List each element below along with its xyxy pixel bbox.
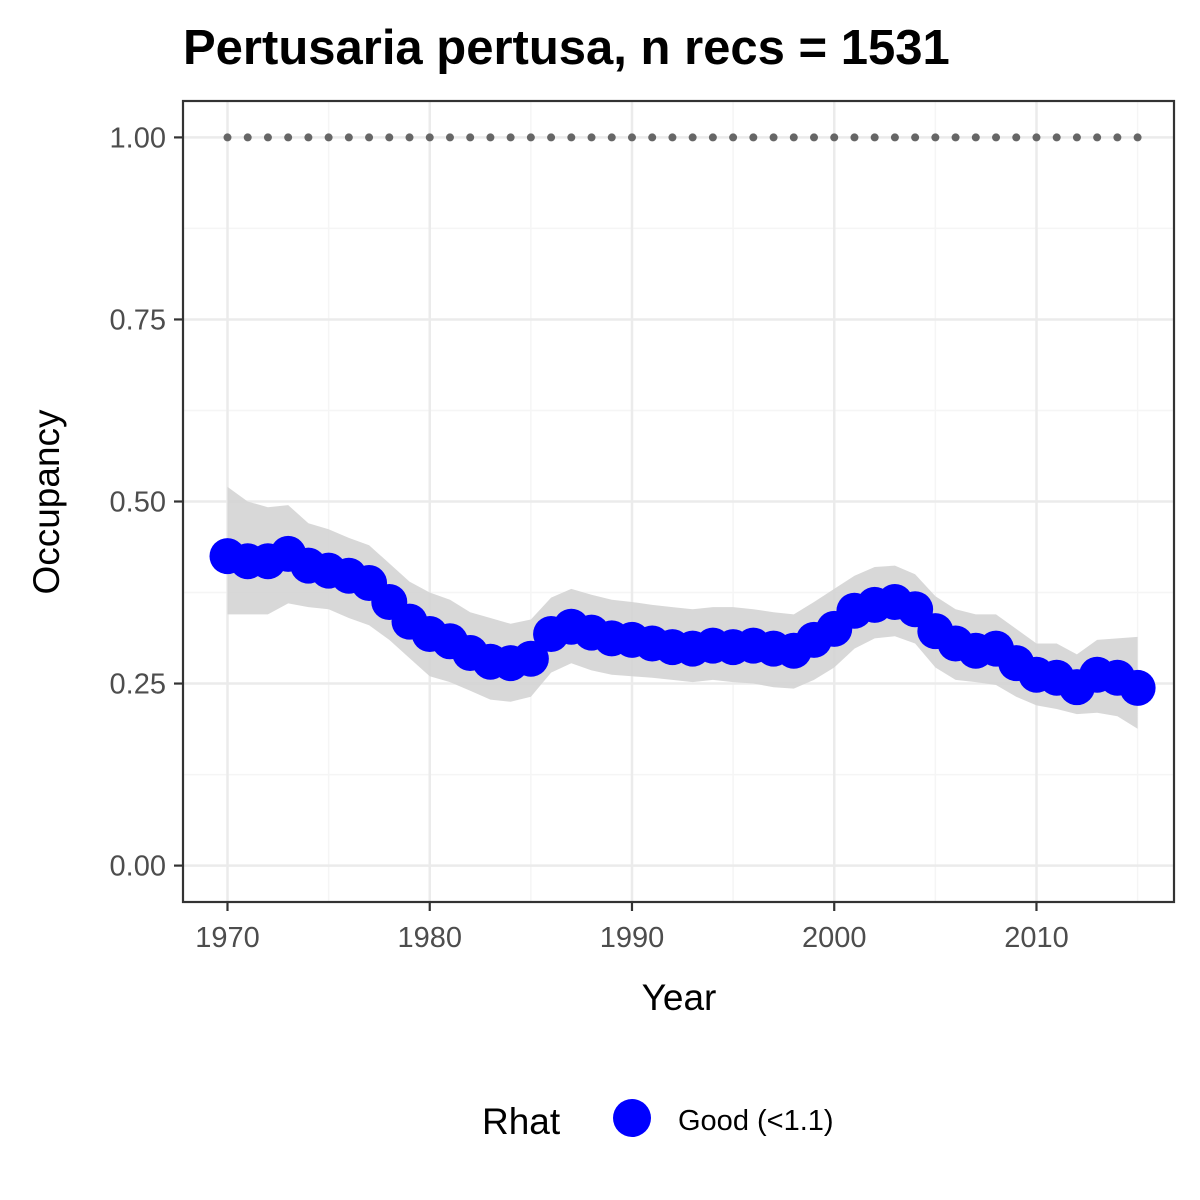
reference-dot xyxy=(223,133,232,142)
reference-dot xyxy=(607,133,616,142)
reference-dot xyxy=(324,133,333,142)
reference-dot xyxy=(992,133,1001,142)
reference-dot xyxy=(648,133,657,142)
reference-dot xyxy=(1113,133,1122,142)
chart-title: Pertusaria pertusa, n recs = 1531 xyxy=(183,21,950,75)
y-tick-label: 0.25 xyxy=(110,669,166,701)
reference-dot xyxy=(506,133,515,142)
reference-dot xyxy=(1093,133,1102,142)
y-axis-title: Occupancy xyxy=(26,409,67,595)
reference-dot xyxy=(1012,133,1021,142)
reference-dot xyxy=(870,133,879,142)
reference-dot xyxy=(708,133,717,142)
reference-dot xyxy=(971,133,980,142)
reference-dot xyxy=(284,133,293,142)
x-tick-label: 2010 xyxy=(1004,922,1069,954)
reference-dot xyxy=(688,133,697,142)
reference-dot xyxy=(425,133,434,142)
reference-dot xyxy=(466,133,475,142)
confidence-ribbon xyxy=(227,486,1138,729)
legend-label-good: Good (<1.1) xyxy=(678,1105,834,1137)
reference-dot xyxy=(890,133,899,142)
reference-dot xyxy=(749,133,758,142)
y-tick-label: 1.00 xyxy=(110,122,166,154)
reference-dot xyxy=(931,133,940,142)
reference-dot xyxy=(587,133,596,142)
y-tick-label: 0.75 xyxy=(110,304,166,336)
reference-dot xyxy=(1133,133,1142,142)
reference-dot xyxy=(1072,133,1081,142)
reference-dot xyxy=(304,133,313,142)
x-tick-label: 1990 xyxy=(600,922,665,954)
reference-dot xyxy=(445,133,454,142)
reference-dot xyxy=(810,133,819,142)
x-tick-label: 1980 xyxy=(397,922,462,954)
reference-dot xyxy=(789,133,798,142)
reference-dot xyxy=(627,133,636,142)
reference-dot xyxy=(365,133,374,142)
x-tick-label: 2000 xyxy=(802,922,867,954)
reference-dot xyxy=(729,133,738,142)
reference-dot xyxy=(911,133,920,142)
reference-dot xyxy=(243,133,252,142)
y-tick-label: 0.50 xyxy=(110,487,166,519)
reference-dot xyxy=(263,133,272,142)
reference-dot xyxy=(769,133,778,142)
reference-dot xyxy=(951,133,960,142)
x-tick-label: 1970 xyxy=(195,922,260,954)
reference-dot xyxy=(526,133,535,142)
reference-dot xyxy=(850,133,859,142)
reference-dot xyxy=(1052,133,1061,142)
plot-panel: 1970 1980 1990 2000 2010 0.00 0.25 0.50 0.75 1.00 xyxy=(110,99,1176,954)
reference-dot xyxy=(385,133,394,142)
reference-dot xyxy=(1032,133,1041,142)
legend-title: Rhat xyxy=(482,1101,561,1142)
data-point xyxy=(512,640,549,677)
y-tick-label: 0.00 xyxy=(110,851,166,883)
reference-dot xyxy=(567,133,576,142)
legend-key-good xyxy=(613,1099,651,1137)
legend: Rhat Good (<1.1) xyxy=(482,1099,834,1142)
data-point xyxy=(1119,669,1156,706)
x-axis-title: Year xyxy=(642,977,717,1018)
reference-dot xyxy=(668,133,677,142)
reference-dot xyxy=(344,133,353,142)
reference-dot xyxy=(830,133,839,142)
reference-dot xyxy=(547,133,556,142)
reference-dot xyxy=(405,133,414,142)
reference-dot xyxy=(486,133,495,142)
